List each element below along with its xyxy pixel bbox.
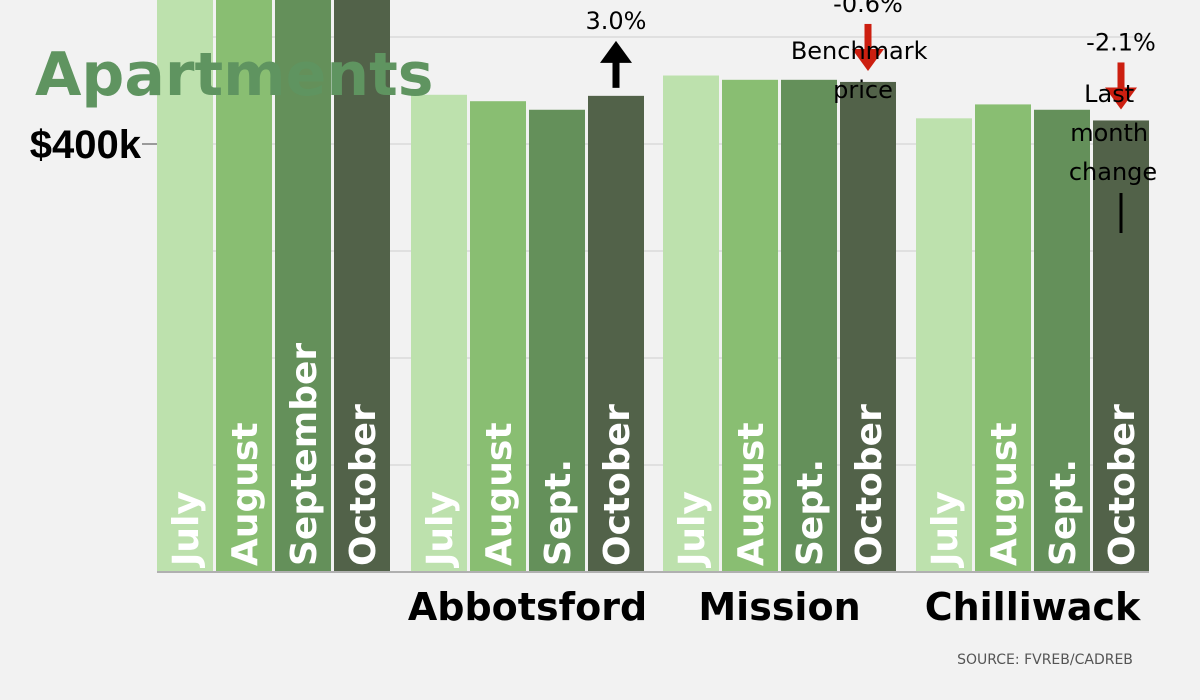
bar-label: Sept. [538, 459, 579, 566]
bar [157, 0, 213, 572]
bar [275, 0, 331, 572]
bar-label: July [166, 491, 207, 569]
bar [781, 79, 837, 573]
benchmark-price-note: Benchmark price [791, 37, 935, 104]
bar-label: July [672, 491, 713, 569]
bar-label: August [984, 422, 1025, 566]
change-arrow-head [600, 40, 632, 63]
bar [334, 0, 390, 573]
change-arrow-head [852, 48, 884, 71]
bar-label: October [597, 404, 638, 566]
bar-label: September [284, 343, 325, 566]
bar-label: August [731, 422, 772, 566]
y-tick-label: $400k [30, 123, 142, 167]
bar-label: Sept. [790, 459, 831, 566]
bar [529, 109, 585, 572]
change-arrow-head [1105, 87, 1137, 110]
change-label: 3.0% [586, 7, 647, 35]
bar-label: October [849, 404, 890, 566]
last-month-change-note: Last month change [1069, 80, 1157, 186]
change-label: -0.6% [833, 0, 903, 18]
bar-label: October [1102, 404, 1143, 566]
bar [588, 95, 644, 572]
bar [722, 79, 778, 573]
bar-label: July [420, 491, 461, 569]
source-note: SOURCE: FVREB/CADREB [957, 652, 1133, 668]
bar [470, 101, 526, 572]
annotations: -0.3%3.0%-0.6%-2.1% [586, 0, 1156, 110]
bar [411, 94, 467, 572]
bar [916, 118, 972, 572]
bar [1034, 109, 1090, 572]
group-label: Mission [698, 585, 860, 629]
bars: July August September October July August Sept… [157, 0, 1149, 573]
bar [975, 104, 1031, 572]
bar-label: October [343, 404, 384, 566]
group-label: Abbotsford [408, 585, 647, 629]
bar [216, 0, 272, 573]
bar-label: August [225, 422, 266, 566]
bar-label: August [479, 422, 520, 566]
bar [840, 81, 896, 572]
group-label: Chilliwack [925, 585, 1141, 629]
bar-label: July [925, 491, 966, 569]
change-label: -2.1% [1086, 28, 1156, 56]
bar [663, 75, 719, 573]
chart-title: Apartments [35, 40, 433, 110]
bar-label: Sept. [1043, 459, 1084, 566]
